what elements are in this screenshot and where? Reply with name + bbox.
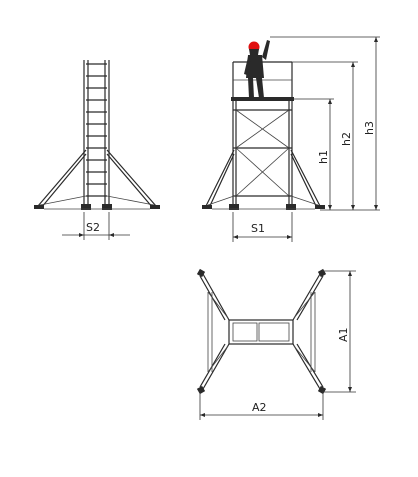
s1-label: S1 <box>251 222 265 235</box>
h3-label: h3 <box>363 121 376 135</box>
s2-label: S2 <box>86 221 100 234</box>
side-view: S2 <box>34 60 160 240</box>
a1-label: A1 <box>337 327 350 342</box>
ladder-rungs <box>86 63 107 197</box>
a2-label: A2 <box>252 401 267 414</box>
top-view: A1 A2 <box>196 268 356 420</box>
front-view: h1 h2 h3 S1 <box>202 36 380 242</box>
h1-label: h1 <box>317 150 330 164</box>
h2-label: h2 <box>340 132 353 146</box>
worker-figure <box>244 40 270 98</box>
